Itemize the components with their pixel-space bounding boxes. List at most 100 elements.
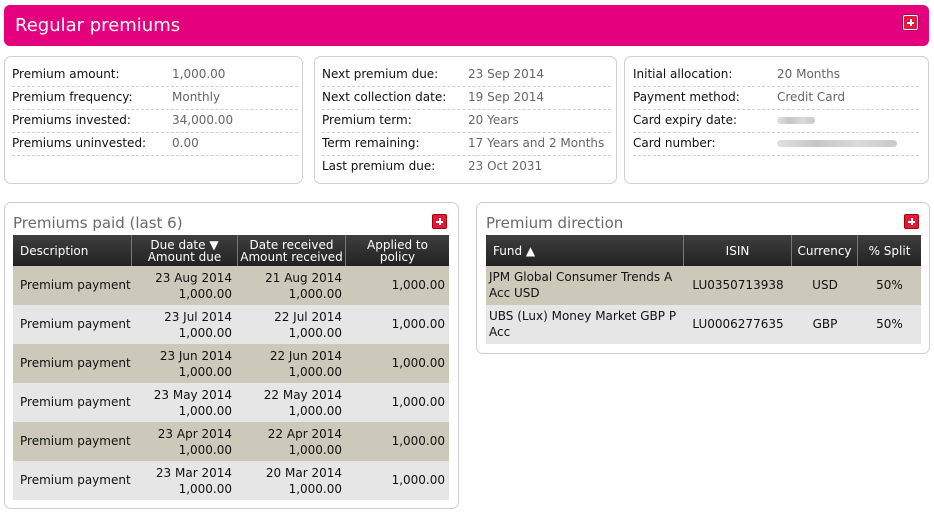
row-date-received: 22 Jul 2014	[274, 310, 342, 324]
header-label: ISIN	[725, 243, 750, 258]
info-row-premium-amount: Premium amount: 1,000.00	[12, 63, 298, 87]
row-due-date: 23 Mar 2014	[155, 466, 232, 480]
row-fund: JPM Global Consumer Trends A Acc USD	[489, 270, 673, 300]
row-due-cell: 23 Apr 2014 1,000.00	[132, 422, 232, 458]
info-value: Monthly	[172, 90, 221, 104]
row-fund: UBS (Lux) Money Market GBP P Acc	[489, 309, 677, 339]
info-row-premium-term: Premium term: 20 Years	[322, 109, 611, 133]
info-value: 23 Oct 2031	[468, 159, 543, 173]
row-due-cell: 23 Mar 2014 1,000.00	[132, 461, 232, 497]
table-row: JPM Global Consumer Trends A Acc USD LU0…	[486, 266, 921, 305]
info-label: Card expiry date:	[633, 113, 738, 127]
row-due-date: 23 Jun 2014	[159, 349, 232, 363]
premium-summary-box: Premium amount: 1,000.00 Premium frequen…	[4, 56, 303, 184]
column-header-applied[interactable]: Applied to policy	[346, 235, 449, 266]
table-row: Premium payment 23 May 2014 1,000.00 22 …	[13, 383, 449, 422]
row-due-date: 23 Apr 2014	[157, 427, 232, 441]
row-date-received: 22 May 2014	[263, 388, 342, 402]
header-label: Amount received	[240, 249, 343, 264]
info-value: 17 Years and 2 Months	[468, 136, 605, 150]
premium-direction-panel: Premium direction Fund ▲ ISIN Currency %…	[476, 202, 930, 354]
row-applied: 1,000.00	[391, 317, 445, 331]
info-value: 20 Months	[777, 67, 840, 81]
info-value: 23 Sep 2014	[468, 67, 545, 81]
info-label: Premiums uninvested:	[12, 136, 147, 150]
info-row-premiums-invested: Premiums invested: 34,000.00	[12, 109, 298, 133]
header-label: Description	[20, 243, 89, 258]
info-label: Premium frequency:	[12, 90, 133, 104]
info-label: Initial allocation:	[633, 67, 733, 81]
info-row-payment-method: Payment method: Credit Card	[633, 86, 919, 110]
info-row-card-number: Card number:	[633, 132, 919, 156]
row-due-cell: 23 Jun 2014 1,000.00	[132, 344, 232, 380]
column-header-fund[interactable]: Fund ▲	[486, 235, 684, 266]
row-description: Premium payment	[20, 317, 131, 331]
table-row: Premium payment 23 Aug 2014 1,000.00 21 …	[13, 266, 449, 305]
row-received-cell: 22 Apr 2014 1,000.00	[238, 422, 342, 458]
info-label: Term remaining:	[322, 136, 420, 150]
info-label: Premiums invested:	[12, 113, 131, 127]
row-date-received: 22 Jun 2014	[269, 349, 342, 363]
info-row-next-collection-date: Next collection date: 19 Sep 2014	[322, 86, 611, 110]
info-value: 19 Sep 2014	[468, 90, 545, 104]
row-applied: 1,000.00	[391, 278, 445, 292]
table-row: UBS (Lux) Money Market GBP P Acc LU00062…	[486, 305, 921, 344]
premiums-paid-panel: Premiums paid (last 6) Description Due d…	[4, 202, 459, 509]
expand-plus-icon[interactable]	[432, 214, 447, 229]
expand-plus-icon[interactable]	[904, 214, 919, 229]
row-amount-due: 1,000.00	[178, 404, 232, 418]
header-label: Date received	[249, 237, 334, 252]
info-value: Credit Card	[777, 90, 845, 104]
row-currency: GBP	[812, 317, 838, 331]
column-header-isin[interactable]: ISIN	[684, 235, 792, 266]
row-amount-due: 1,000.00	[178, 326, 232, 340]
table-row: Premium payment 23 Jun 2014 1,000.00 22 …	[13, 344, 449, 383]
info-label: Payment method:	[633, 90, 740, 104]
header-label: Amount due	[147, 249, 222, 264]
row-applied: 1,000.00	[391, 473, 445, 487]
table-row: Premium payment 23 Jul 2014 1,000.00 22 …	[13, 305, 449, 344]
row-due-cell: 23 Aug 2014 1,000.00	[132, 266, 232, 302]
row-split: 50%	[876, 317, 903, 331]
row-due-date: 23 May 2014	[153, 388, 232, 402]
row-date-received: 20 Mar 2014	[265, 466, 342, 480]
info-row-term-remaining: Term remaining: 17 Years and 2 Months	[322, 132, 611, 156]
info-row-premium-frequency: Premium frequency: Monthly	[12, 86, 298, 110]
section-header: Regular premiums	[4, 5, 929, 46]
row-due-cell: 23 May 2014 1,000.00	[132, 383, 232, 419]
table-header: Fund ▲ ISIN Currency % Split	[486, 235, 921, 266]
row-amount-received: 1,000.00	[288, 482, 342, 496]
row-applied: 1,000.00	[391, 395, 445, 409]
panel-title: Premium direction	[486, 214, 624, 232]
row-amount-received: 1,000.00	[288, 404, 342, 418]
table-row: Premium payment 23 Apr 2014 1,000.00 22 …	[13, 422, 449, 461]
column-header-split[interactable]: % Split	[858, 235, 921, 266]
header-label: Due date ▼	[150, 237, 219, 252]
row-amount-received: 1,000.00	[288, 326, 342, 340]
row-amount-due: 1,000.00	[178, 482, 232, 496]
table-row: Premium payment 23 Mar 2014 1,000.00 20 …	[13, 461, 449, 500]
column-header-date-received[interactable]: Date received Amount received	[238, 235, 346, 266]
column-header-currency[interactable]: Currency	[792, 235, 858, 266]
header-label: Applied to	[367, 237, 428, 252]
info-label: Premium amount:	[12, 67, 120, 81]
column-header-due-date[interactable]: Due date ▼ Amount due	[132, 235, 238, 266]
info-value: 34,000.00	[172, 113, 234, 127]
info-row-last-premium-due: Last premium due: 23 Oct 2031	[322, 155, 611, 178]
row-description: Premium payment	[20, 278, 131, 292]
row-applied: 1,000.00	[391, 434, 445, 448]
info-row-card-expiry: Card expiry date:	[633, 109, 919, 133]
premium-schedule-box: Next premium due: 23 Sep 2014 Next colle…	[314, 56, 617, 184]
row-due-date: 23 Jul 2014	[164, 310, 232, 324]
info-label: Next collection date:	[322, 90, 447, 104]
info-row-premiums-uninvested: Premiums uninvested: 0.00	[12, 132, 298, 156]
expand-plus-icon[interactable]	[903, 15, 918, 30]
row-description: Premium payment	[20, 395, 131, 409]
row-received-cell: 22 Jul 2014 1,000.00	[238, 305, 342, 341]
info-row-next-premium-due: Next premium due: 23 Sep 2014	[322, 63, 611, 87]
column-header-description[interactable]: Description	[13, 235, 132, 266]
info-label: Last premium due:	[322, 159, 436, 173]
row-date-received: 22 Apr 2014	[267, 427, 342, 441]
row-amount-due: 1,000.00	[178, 287, 232, 301]
header-label: Fund ▲	[493, 243, 536, 258]
